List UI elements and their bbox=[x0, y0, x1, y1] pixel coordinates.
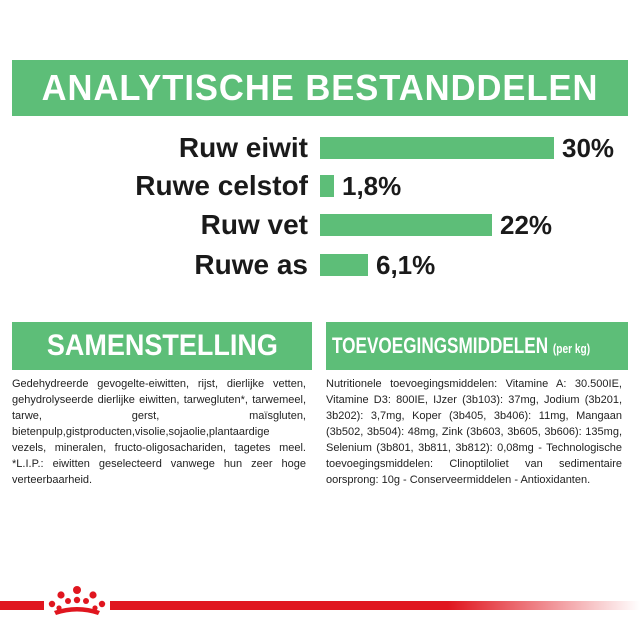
analytical-row-label: Ruw eiwit bbox=[178, 132, 308, 163]
analytical-row: Ruw vet 22% bbox=[0, 207, 640, 243]
additives-header: TOEVOEGINGSMIDDELEN (per kg) bbox=[326, 322, 628, 370]
additives-title-text: TOEVOEGINGSMIDDELEN bbox=[332, 333, 549, 358]
analytical-row: Ruwe celstof 1,8% bbox=[0, 168, 640, 204]
analytical-row-bar bbox=[320, 214, 492, 236]
brand-footer-line bbox=[0, 601, 640, 610]
composition-header: SAMENSTELLING bbox=[12, 322, 312, 370]
additives-title: TOEVOEGINGSMIDDELEN (per kg) bbox=[332, 333, 590, 359]
analytical-title: ANALYTISCHE BESTANDDELEN bbox=[41, 67, 599, 108]
analytical-row: Ruw eiwit 30% bbox=[0, 130, 640, 166]
analytical-row-label: Ruwe as bbox=[194, 249, 308, 280]
analytical-row-bar bbox=[320, 175, 334, 197]
analytical-row-value: 1,8% bbox=[342, 171, 402, 201]
analytical-banner: ANALYTISCHE BESTANDDELEN bbox=[12, 60, 628, 116]
analytical-row-label: Ruwe celstof bbox=[135, 170, 308, 201]
composition-text: Gedehydreerde gevogelte-eiwitten, rijst,… bbox=[12, 378, 306, 486]
composition-title: SAMENSTELLING bbox=[46, 329, 278, 362]
analytical-row-value: 30% bbox=[562, 133, 615, 163]
analytical-row-bar bbox=[320, 254, 368, 276]
analytical-row-value: 6,1% bbox=[376, 250, 436, 280]
additives-title-suffix: (per kg) bbox=[552, 341, 591, 356]
analytical-row-bar bbox=[320, 137, 554, 159]
analytical-row-value: 22% bbox=[500, 210, 553, 240]
additives-text: Nutritionele toevoegingsmiddelen: Vitami… bbox=[326, 378, 622, 486]
crown-icon bbox=[44, 584, 110, 618]
analytical-row: Ruwe as 6,1% bbox=[0, 247, 640, 283]
analytical-row-label: Ruw vet bbox=[200, 209, 308, 240]
